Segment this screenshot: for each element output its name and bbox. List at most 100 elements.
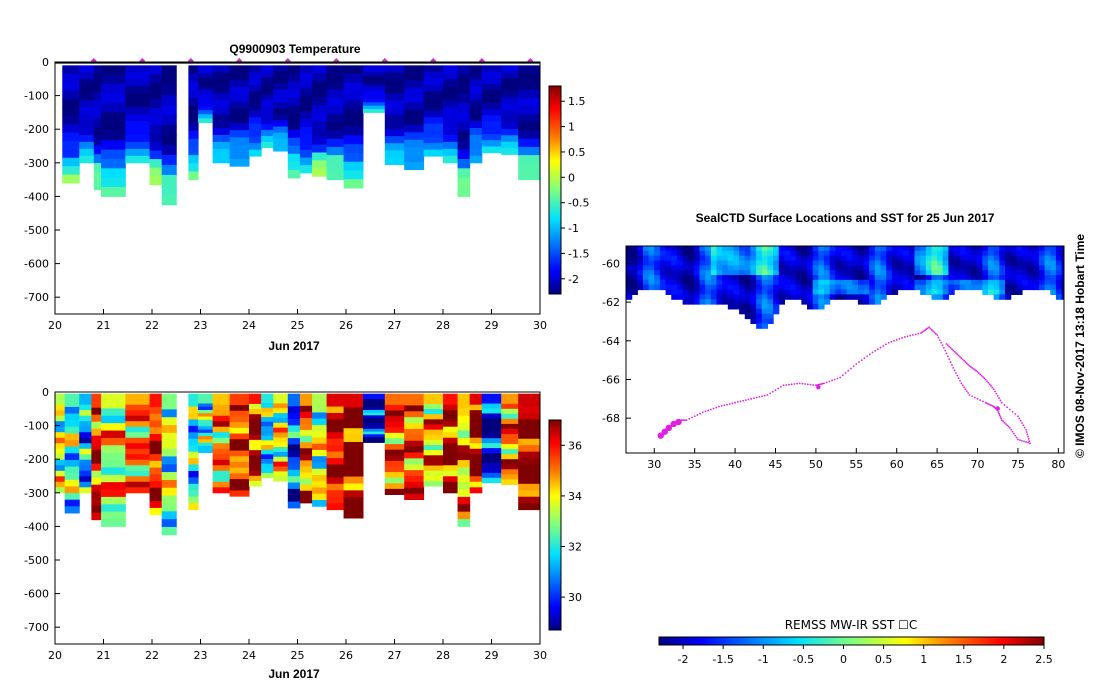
sst-cell [699,279,706,286]
y-tick-label: -100 [24,420,49,433]
temperature-cell [149,65,163,75]
sst-cell [891,250,899,257]
sst-cell [682,255,689,262]
sst-cell [812,265,819,271]
salinity-cell [443,415,459,422]
sst-cell [982,265,989,271]
temperature-cell [404,65,425,74]
temperature-cell [481,146,502,154]
sst-cell [891,260,899,266]
temperature-profile [423,65,444,157]
salinity-cell [188,496,199,504]
sst-cell [976,265,983,271]
sst-cell [727,250,735,257]
sst-cell [648,275,655,281]
sst-cell [1061,255,1064,262]
sst-cell [801,265,808,271]
x-tick-label: 24 [242,319,256,332]
map-panel: SealCTD Surface Locations and SST for 25… [602,211,1065,666]
track-point [691,416,693,419]
sst-cell [648,260,655,266]
sst-cell [693,275,701,281]
sst-cell [1061,250,1064,257]
sst-cell [869,279,876,286]
temperature-cell [362,105,386,110]
salinity-cell [443,476,459,483]
sst-cell [659,275,667,281]
salinity-cell [229,427,250,435]
track-point [924,329,926,332]
track-point [952,366,955,369]
track-point [831,379,833,382]
salinity-cell [229,416,250,423]
sst-cell [790,294,797,300]
salinity-cell [101,415,126,424]
temperature-cell [443,134,459,143]
temperature-cell [261,106,274,113]
temperature-cell [404,132,425,141]
sst-cell [761,246,769,252]
sst-cell [897,255,904,262]
sst-cell [852,250,859,257]
sst-cell [699,294,706,300]
salinity-profile [249,393,262,487]
salinity-cell [287,482,301,490]
sst-cell [642,270,650,276]
track-point [920,332,922,334]
track-point [874,349,877,352]
temperature-profile [161,65,177,206]
sst-cell [739,275,746,281]
sst-cell [818,246,825,252]
temperature-cell [501,103,519,111]
salinity-cell [384,449,405,456]
sst-cell [739,289,746,295]
sst-cell [976,279,983,286]
salinity-cell [384,483,405,490]
sst-cell [626,279,633,286]
salinity-cell [443,437,459,444]
temperature-cell [261,71,274,78]
temperature-cell [62,65,80,75]
sst-cell [1050,250,1057,257]
sst-cell [869,250,876,257]
sst-cell [739,304,746,310]
sst-cell [835,255,842,262]
salinity-cell [64,426,80,434]
salinity-cell [457,511,471,520]
temperature-cell [287,129,301,139]
temperature-cell [443,121,459,129]
salinity-cell [457,393,471,402]
sst-cell [722,284,729,291]
sst-cell [959,275,967,281]
sst-cell [863,294,870,300]
salinity-cell [362,396,386,400]
y-tick-label: -500 [24,224,49,237]
sst-cell [773,279,780,286]
temperature-cell [501,148,519,155]
track-point [1026,433,1029,436]
salinity-cell [229,433,250,440]
temperature-cell [423,71,444,79]
temperature-cell [423,136,444,144]
sst-cell [959,279,967,286]
track-point [858,361,860,363]
salinity-cell [343,504,364,512]
sst-cell [767,284,774,291]
sst-cell [971,279,978,286]
salinity-cell [91,449,102,458]
salinity-cell [469,443,483,450]
track-point [734,401,736,404]
temperature-cell [326,106,345,115]
sst-cell [784,270,791,276]
temperature-cell [273,144,289,152]
track-point [955,352,957,354]
temperature-cell [198,85,214,91]
track-point [963,386,965,389]
colorbar-tick-label: 0.5 [568,146,586,159]
sst-cell [756,270,763,276]
salinity-cell [457,437,471,446]
sst-cell [823,284,831,291]
sst-cell [999,289,1006,295]
track-point [971,395,974,398]
temperature-profile [229,65,250,167]
